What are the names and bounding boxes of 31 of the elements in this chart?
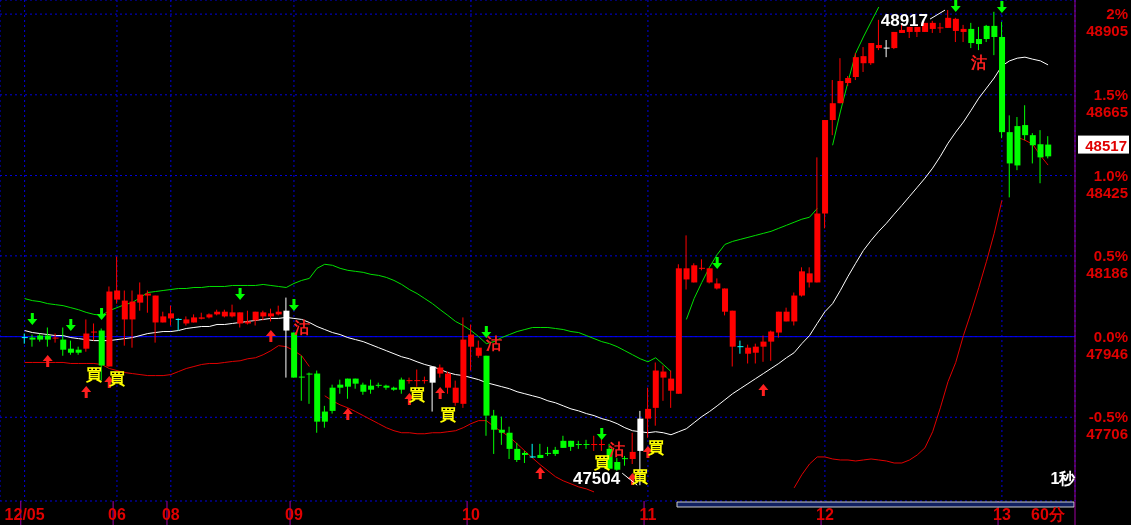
- y2-tick-label: 0.0%: [1093, 327, 1128, 345]
- y2-tick-label: 2%: [1106, 5, 1128, 23]
- y-tick-label: 48905: [1086, 22, 1128, 40]
- x-tick-label: 09: [285, 506, 303, 523]
- y-tick-label: 48186: [1086, 263, 1128, 281]
- annotation: 沽: [485, 335, 503, 352]
- x-tick-label: 12: [816, 506, 834, 523]
- annotation: 沽: [969, 54, 987, 71]
- annotation: 沽: [292, 319, 310, 336]
- y2-tick-label: 1.0%: [1093, 166, 1128, 184]
- x-tick-label: 08: [161, 506, 180, 523]
- x-tick-label: 13: [993, 506, 1011, 523]
- text: 60分: [1031, 506, 1066, 523]
- annotation: 1秒: [1050, 470, 1077, 487]
- x-tick-label: 10: [462, 506, 480, 523]
- x-tick-label: 12/05: [4, 506, 45, 523]
- x-tick-label: 11: [639, 506, 657, 523]
- annotation: 買: [107, 370, 125, 387]
- x-tick-label: 06: [108, 506, 126, 523]
- annotation: 48917: [880, 11, 929, 31]
- annotation: 買: [438, 406, 456, 423]
- y2-tick-label: -0.5%: [1088, 408, 1128, 426]
- annotation: 買: [646, 439, 664, 456]
- text: 48517: [1085, 136, 1127, 154]
- y2-tick-label: 0.5%: [1093, 247, 1128, 265]
- y-tick-label: 47706: [1086, 425, 1128, 443]
- y-tick-label: 48425: [1086, 183, 1128, 201]
- y2-tick-label: 1.5%: [1093, 86, 1128, 104]
- y-tick-label: 48665: [1086, 102, 1128, 120]
- y-tick-label: 47946: [1086, 344, 1128, 362]
- annotation: 買: [408, 386, 426, 403]
